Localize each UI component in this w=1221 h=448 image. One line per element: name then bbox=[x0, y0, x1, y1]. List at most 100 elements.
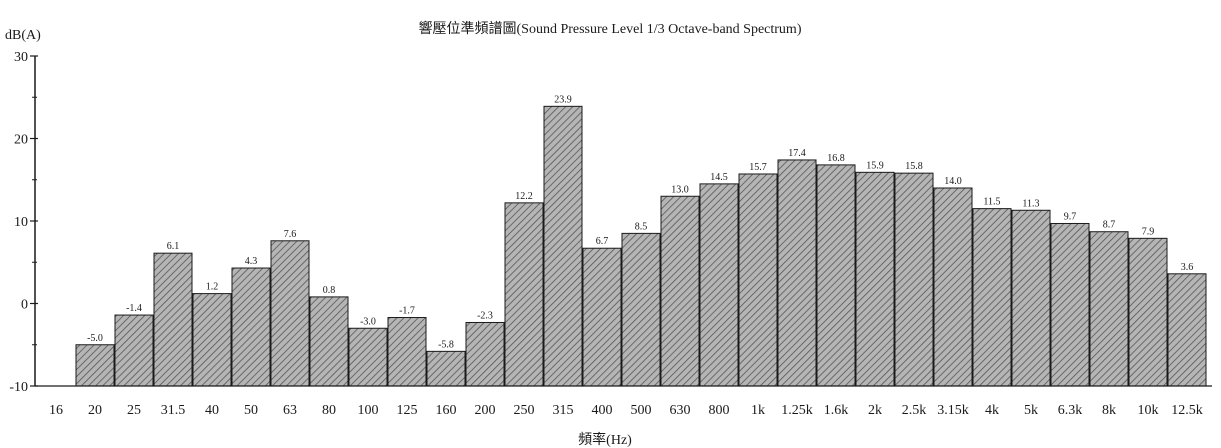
bar-1k bbox=[738, 173, 778, 387]
bar-160 bbox=[426, 350, 466, 387]
data-label-400: 6.7 bbox=[596, 236, 609, 247]
data-label-6.3k: 9.7 bbox=[1064, 211, 1077, 222]
bar-125 bbox=[387, 317, 427, 387]
data-label-1k: 15.7 bbox=[749, 162, 767, 173]
data-label-250: 12.2 bbox=[515, 191, 533, 202]
bar-6.3k bbox=[1050, 222, 1090, 387]
x-tick-315: 315 bbox=[553, 403, 574, 418]
bar-40 bbox=[192, 293, 232, 387]
x-ticks-group: 16 20 25 31.5 40 50 63 80 100 125 160 200 250 315 400 5… bbox=[49, 403, 1203, 418]
x-tick-8k: 8k bbox=[1102, 403, 1116, 418]
x-tick-3.15k: 3.15k bbox=[937, 403, 969, 418]
x-axis-label: 頻率(Hz) bbox=[578, 431, 632, 448]
bar-80 bbox=[309, 296, 349, 387]
data-label-10k: 7.9 bbox=[1142, 226, 1155, 237]
data-label-200: -2.3 bbox=[477, 310, 493, 321]
x-tick-500: 500 bbox=[631, 403, 652, 418]
bar-100 bbox=[348, 327, 388, 387]
data-label-31.5: 6.1 bbox=[167, 241, 180, 252]
x-tick-12.5k: 12.5k bbox=[1171, 403, 1203, 418]
x-tick-40: 40 bbox=[205, 403, 219, 418]
x-tick-20: 20 bbox=[88, 403, 102, 418]
bar-1.25k bbox=[777, 159, 817, 387]
y-tick--10: -10 bbox=[9, 380, 28, 395]
data-label-20: -5.0 bbox=[87, 333, 103, 344]
x-tick-1k: 1k bbox=[751, 403, 765, 418]
x-tick-6.3k: 6.3k bbox=[1058, 403, 1083, 418]
bar-12.5k bbox=[1167, 273, 1207, 387]
y-tick-30: 30 bbox=[14, 50, 28, 65]
bar-2k bbox=[855, 171, 895, 387]
x-tick-125: 125 bbox=[397, 403, 418, 418]
x-tick-2k: 2k bbox=[868, 403, 882, 418]
y-tick-10: 10 bbox=[14, 215, 28, 230]
data-label-63: 7.6 bbox=[284, 229, 297, 240]
bar-31.5 bbox=[153, 252, 193, 387]
data-label-1.25k: 17.4 bbox=[788, 148, 806, 159]
bar-800 bbox=[699, 183, 739, 387]
data-label-50: 4.3 bbox=[245, 256, 258, 267]
data-label-3.15k: 14.0 bbox=[944, 176, 962, 187]
bar-20 bbox=[75, 344, 115, 387]
bar-10k bbox=[1128, 237, 1168, 387]
data-label-125: -1.7 bbox=[399, 306, 415, 317]
bar-3.15k bbox=[933, 187, 973, 387]
x-tick-50: 50 bbox=[244, 403, 258, 418]
x-tick-16: 16 bbox=[49, 403, 63, 418]
x-tick-630: 630 bbox=[670, 403, 691, 418]
data-label-4k: 11.5 bbox=[983, 197, 1000, 208]
data-label-12.5k: 3.6 bbox=[1181, 262, 1194, 273]
bar-4k bbox=[972, 208, 1012, 387]
bar-200 bbox=[465, 321, 505, 387]
data-label-800: 14.5 bbox=[710, 172, 728, 183]
y-tick-0: 0 bbox=[21, 298, 28, 313]
data-label-630: 13.0 bbox=[671, 184, 689, 195]
bar-2.5k bbox=[894, 172, 934, 387]
data-label-160: -5.8 bbox=[438, 339, 454, 350]
data-label-5k: 11.3 bbox=[1022, 198, 1039, 209]
bar-63 bbox=[270, 240, 310, 387]
bar-400 bbox=[582, 247, 622, 387]
x-tick-5k: 5k bbox=[1024, 403, 1038, 418]
x-tick-250: 250 bbox=[514, 403, 535, 418]
x-tick-10k: 10k bbox=[1138, 403, 1159, 418]
bar-315 bbox=[543, 105, 583, 387]
x-tick-63: 63 bbox=[283, 403, 297, 418]
x-tick-200: 200 bbox=[475, 403, 496, 418]
y-tick-20: 20 bbox=[14, 133, 28, 148]
x-tick-80: 80 bbox=[322, 403, 336, 418]
x-tick-1.6k: 1.6k bbox=[824, 403, 849, 418]
x-tick-1.25k: 1.25k bbox=[781, 403, 813, 418]
bar-8k bbox=[1089, 231, 1129, 387]
data-label-1.6k: 16.8 bbox=[827, 153, 845, 164]
x-tick-800: 800 bbox=[709, 403, 730, 418]
bar-1.6k bbox=[816, 164, 856, 387]
y-axis-label: dB(A) bbox=[5, 28, 41, 43]
bar-630 bbox=[660, 195, 700, 387]
data-label-8k: 8.7 bbox=[1103, 220, 1116, 231]
x-tick-160: 160 bbox=[436, 403, 457, 418]
bar-50 bbox=[231, 267, 271, 387]
data-label-2.5k: 15.8 bbox=[905, 161, 923, 172]
chart-title: 響壓位準頻譜圖(Sound Pressure Level 1/3 Octave-… bbox=[419, 20, 802, 37]
bar-500 bbox=[621, 232, 661, 387]
y-axis-group: -10 0 10 20 30 bbox=[9, 50, 1212, 395]
data-label-500: 8.5 bbox=[635, 221, 648, 232]
x-tick-2.5k: 2.5k bbox=[902, 403, 927, 418]
bars-group bbox=[75, 105, 1207, 387]
data-label-315: 23.9 bbox=[554, 94, 572, 105]
data-label-2k: 15.9 bbox=[866, 160, 884, 171]
x-tick-31.5: 31.5 bbox=[161, 403, 186, 418]
data-labels-group: -5.0 -1.4 6.1 1.2 4.3 7.6 0.8 -3.0 -1.7 -5.8 -2.3 1… bbox=[87, 94, 1193, 350]
data-label-25: -1.4 bbox=[126, 303, 142, 314]
x-tick-4k: 4k bbox=[985, 403, 999, 418]
data-label-100: -3.0 bbox=[360, 316, 376, 327]
data-label-40: 1.2 bbox=[206, 282, 219, 293]
data-label-80: 0.8 bbox=[323, 285, 336, 296]
x-tick-100: 100 bbox=[358, 403, 379, 418]
bar-250 bbox=[504, 202, 544, 387]
x-tick-25: 25 bbox=[127, 403, 141, 418]
bar-5k bbox=[1011, 209, 1051, 387]
x-tick-400: 400 bbox=[592, 403, 613, 418]
